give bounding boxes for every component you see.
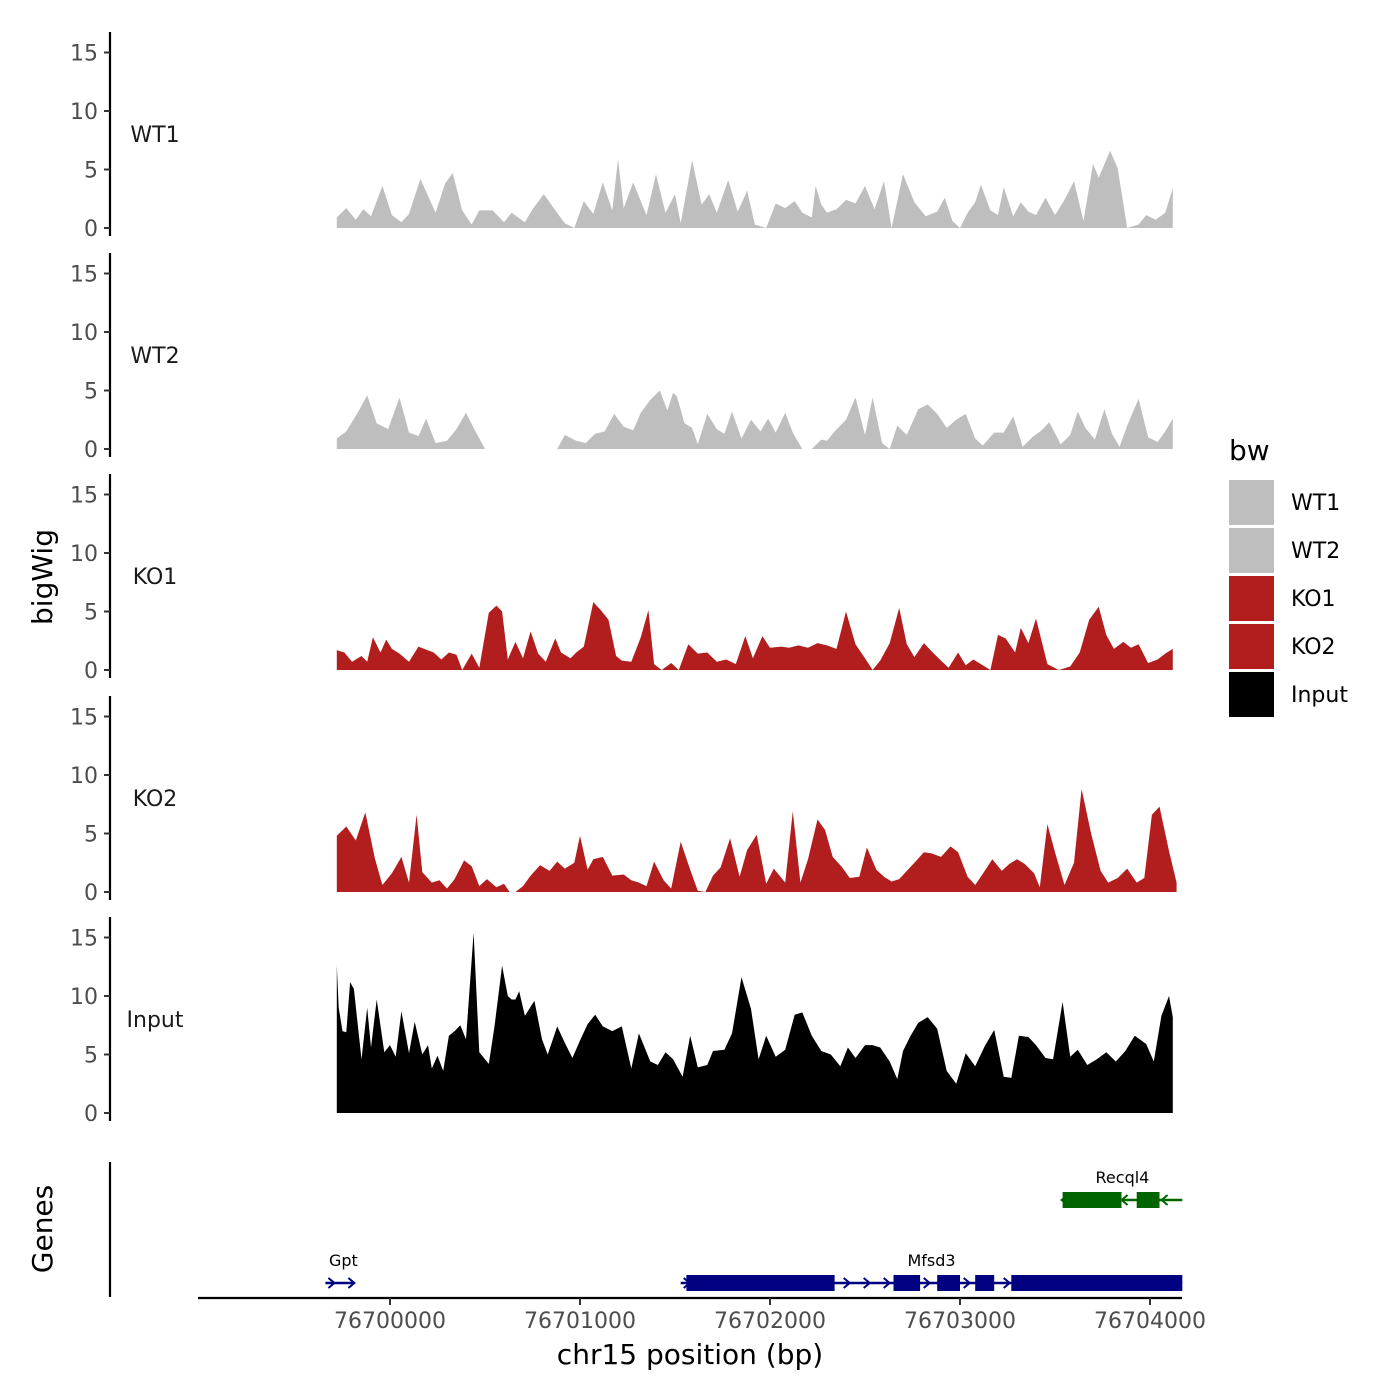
- gene-gpt-label: Gpt: [329, 1251, 358, 1270]
- track-wt1-label: WT1: [130, 123, 179, 148]
- gene-recql4-strand-arrow: [1120, 1194, 1129, 1206]
- legend-swatch-wt1: [1229, 480, 1274, 525]
- genes-panel: Gpt Mfsd3 Recql4 Genes: [26, 1162, 1183, 1297]
- track-wt1-area: [336, 150, 1173, 228]
- gene-mfsd3-exon: [1011, 1275, 1183, 1291]
- legend-entry-ko1: KO1: [1229, 576, 1336, 621]
- gene-gpt-strand-arrow: [327, 1277, 336, 1289]
- x-tick-label: 76701000: [524, 1309, 636, 1334]
- legend-entry-input: Input: [1229, 672, 1348, 717]
- gene-models: Gpt Mfsd3 Recql4: [325, 1168, 1183, 1291]
- track-ko1-y-tick-label: 5: [84, 601, 98, 626]
- track-wt2-label: WT2: [130, 344, 179, 369]
- gene-mfsd3-strand-arrow: [883, 1277, 892, 1289]
- track-wt1-y-tick-label: 5: [84, 159, 98, 184]
- legend-label-ko2: KO2: [1291, 635, 1336, 660]
- legend-swatch-wt2: [1229, 528, 1274, 573]
- gene-mfsd3-strand-arrow: [1003, 1277, 1012, 1289]
- legend-label-wt1: WT1: [1291, 491, 1340, 516]
- track-wt1-y-tick-label: 0: [84, 217, 98, 242]
- track-ko1-y-tick-label: 15: [70, 484, 98, 509]
- track-ko2-label: KO2: [133, 787, 178, 812]
- track-wt2: 0 5 10 15 WT2: [70, 253, 1173, 463]
- track-ko2-y-tick-label: 0: [84, 881, 98, 906]
- gene-mfsd3-label: Mfsd3: [907, 1251, 955, 1270]
- track-ko1-y-tick-label: 0: [84, 659, 98, 684]
- x-ticks: 76700000 76701000 76702000 76703000 76704000: [334, 1298, 1206, 1334]
- gene-mfsd3-exon: [975, 1275, 995, 1291]
- track-wt2-area: [336, 390, 1173, 449]
- track-ko2-y-tick-label: 15: [70, 706, 98, 731]
- coverage-tracks: 0 5 10 15 WT1 0 5 10 15 WT2 0 5 10 15 KO1 0 5 10 15 KO2 0 5 10…: [70, 32, 1177, 1127]
- track-input-y-tick-label: 0: [84, 1102, 98, 1127]
- track-ko1-label: KO1: [133, 565, 178, 590]
- legend-label-ko1: KO1: [1291, 587, 1336, 612]
- gene-recql4-strand-arrow: [1160, 1194, 1169, 1206]
- track-ko2-y-tick-label: 10: [70, 764, 98, 789]
- gene-mfsd3-strand-arrow: [843, 1277, 852, 1289]
- legend-entry-ko2: KO2: [1229, 624, 1336, 669]
- gene-gpt: Gpt: [325, 1251, 358, 1289]
- legend-entry-wt2: WT2: [1229, 528, 1340, 573]
- track-wt1: 0 5 10 15 WT1: [70, 32, 1173, 242]
- legend-title: bw: [1229, 434, 1270, 467]
- gene-mfsd3-strand-arrow: [863, 1277, 872, 1289]
- gene-mfsd3: Mfsd3: [680, 1251, 1183, 1291]
- track-wt1-y-tick-label: 10: [70, 100, 98, 125]
- track-input: 0 5 10 15 Input: [70, 917, 1173, 1127]
- track-ko2: 0 5 10 15 KO2: [70, 696, 1177, 906]
- gene-mfsd3-exon: [937, 1275, 960, 1291]
- track-ko1-area: [336, 602, 1173, 670]
- gene-recql4-exon: [1062, 1192, 1122, 1208]
- x-tick-label: 76704000: [1094, 1309, 1206, 1334]
- track-input-area: [336, 932, 1173, 1113]
- track-input-label: Input: [127, 1008, 184, 1033]
- gene-mfsd3-exon: [686, 1275, 835, 1291]
- x-tick-label: 76703000: [904, 1309, 1016, 1334]
- y-axis-title: bigWig: [26, 529, 59, 625]
- legend-entry-wt1: WT1: [1229, 480, 1340, 525]
- track-input-y-tick-label: 5: [84, 1044, 98, 1069]
- track-wt2-y-tick-label: 5: [84, 380, 98, 405]
- legend-label-input: Input: [1291, 683, 1348, 708]
- track-ko1-y-tick-label: 10: [70, 542, 98, 567]
- genes-axis-title: Genes: [26, 1185, 59, 1273]
- gene-recql4-label: Recql4: [1096, 1168, 1150, 1187]
- gene-recql4: Recql4: [1060, 1168, 1183, 1208]
- gene-recql4-exon: [1136, 1192, 1160, 1208]
- legend-swatch-input: [1229, 672, 1274, 717]
- track-input-y-tick-label: 15: [70, 927, 98, 952]
- legend-label-wt2: WT2: [1291, 539, 1340, 564]
- track-wt1-y-tick-label: 15: [70, 42, 98, 67]
- track-input-y-tick-label: 10: [70, 985, 98, 1010]
- x-tick-label: 76702000: [714, 1309, 826, 1334]
- legend-entries: WT1 WT2 KO1 KO2 Input: [1229, 480, 1348, 717]
- gene-gpt-strand-arrow: [347, 1277, 356, 1289]
- gene-mfsd3-exon: [893, 1275, 921, 1291]
- x-axis-title: chr15 position (bp): [557, 1338, 823, 1371]
- track-ko2-area: [336, 789, 1177, 892]
- track-wt2-y-tick-label: 15: [70, 263, 98, 288]
- legend-swatch-ko1: [1229, 576, 1274, 621]
- gene-mfsd3-strand-arrow: [963, 1277, 972, 1289]
- track-ko1: 0 5 10 15 KO1: [70, 474, 1173, 684]
- track-wt2-y-tick-label: 0: [84, 438, 98, 463]
- track-wt2-y-tick-label: 10: [70, 321, 98, 346]
- track-ko2-y-tick-label: 5: [84, 823, 98, 848]
- gene-mfsd3-strand-arrow: [923, 1277, 932, 1289]
- legend: bw WT1 WT2 KO1 KO2 Input: [1229, 434, 1348, 717]
- x-axis: 76700000 76701000 76702000 76703000 76704000…: [198, 1296, 1206, 1371]
- legend-swatch-ko2: [1229, 624, 1274, 669]
- x-tick-label: 76700000: [334, 1309, 446, 1334]
